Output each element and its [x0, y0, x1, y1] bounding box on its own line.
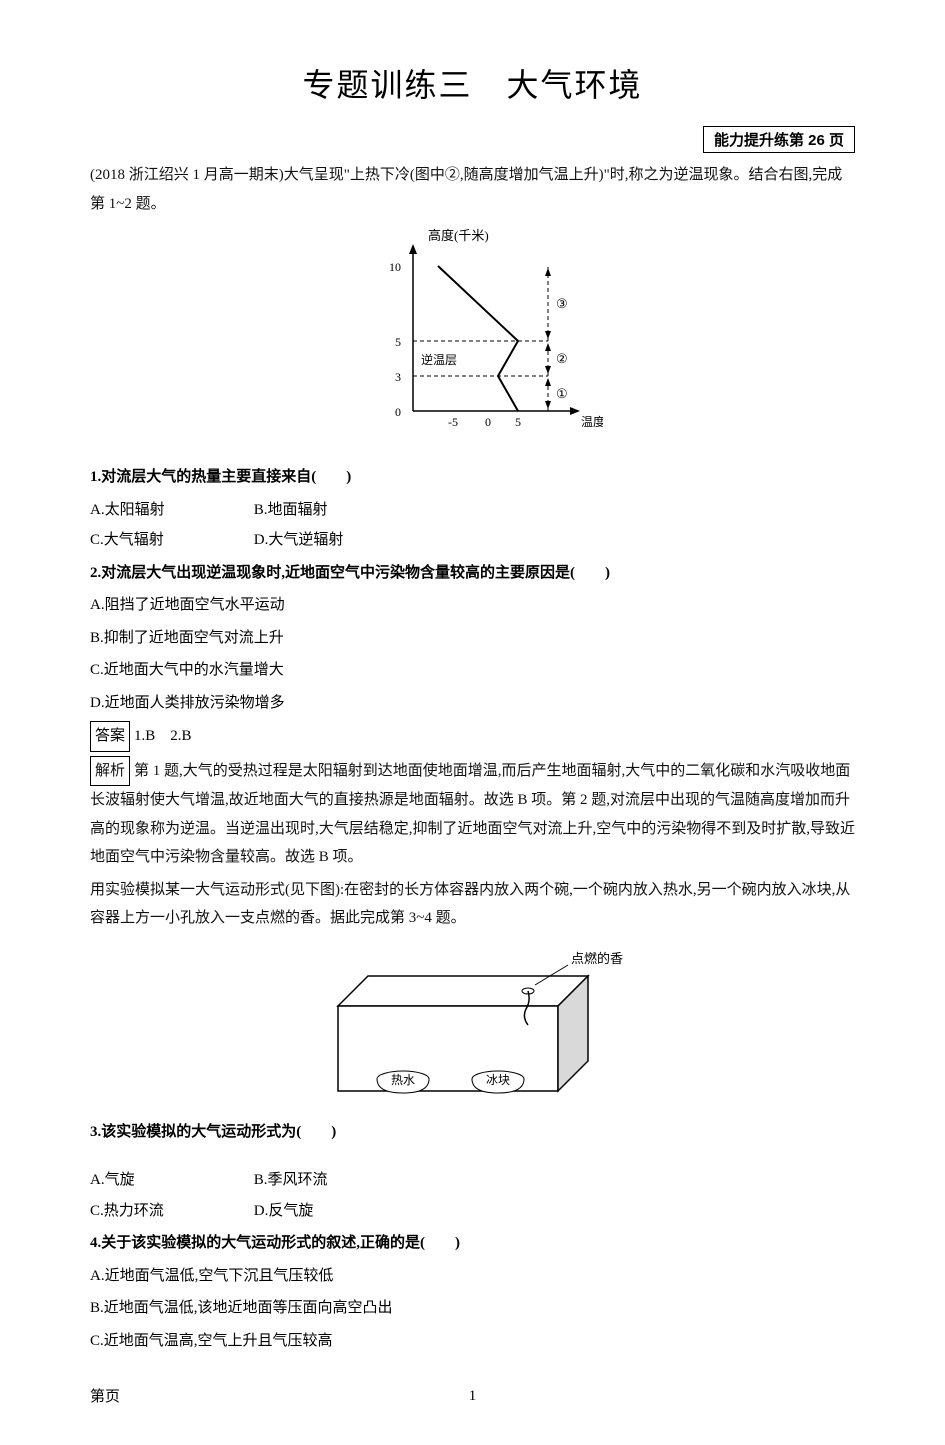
inversion-chart: 高度(千米) 0 3 5 10 -5 0 5 温度(°C) 逆温层 — [343, 226, 603, 446]
q3-opts-row2: C.热力环流 D.反气旋 — [90, 1197, 855, 1226]
banner-label: 能力提升练第 26 页 — [703, 126, 855, 153]
mark-2: ② — [556, 351, 568, 366]
q1-stem: 1.对流层大气的热量主要直接来自( ) — [90, 463, 855, 492]
q1-opt-a: A.太阳辐射 — [90, 496, 250, 525]
inversion-label: 逆温层 — [421, 352, 457, 367]
ice-label: 冰块 — [485, 1073, 509, 1087]
q1-opt-d: D.大气逆辐射 — [254, 526, 414, 555]
intro-2: 用实验模拟某一大气运动形式(见下图):在密封的长方体容器内放入两个碗,一个碗内放… — [90, 876, 855, 933]
ytick-3: 3 — [395, 370, 401, 384]
explain-12: 解析第 1 题,大气的受热过程是太阳辐射到达地面使地面增温,而后产生地面辐射,大… — [90, 756, 855, 872]
q3-opts-row1: A.气旋 B.季风环流 — [90, 1166, 855, 1195]
box-experiment: 点燃的香 热水 冰块 — [313, 941, 633, 1101]
figure-1: 高度(千米) 0 3 5 10 -5 0 5 温度(°C) 逆温层 — [90, 226, 855, 451]
page: 专题训练三 大气环境 能力提升练第 26 页 (2018 浙江绍兴 1 月高一期… — [0, 0, 945, 1445]
q2-opt-a: A.阻挡了近地面空气水平运动 — [90, 591, 855, 620]
q3-opt-d: D.反气旋 — [254, 1197, 414, 1226]
q4-stem: 4.关于该实验模拟的大气运动形式的叙述,正确的是( ) — [90, 1229, 855, 1258]
hot-label: 热水 — [390, 1073, 414, 1087]
q1-opts-row2: C.大气辐射 D.大气逆辐射 — [90, 526, 855, 555]
seg1-up — [545, 378, 551, 386]
q2-opt-c: C.近地面大气中的水汽量增大 — [90, 656, 855, 685]
answer-text: 1.B 2.B — [134, 728, 192, 744]
spacer — [90, 1150, 855, 1164]
q1-opt-b: B.地面辐射 — [254, 496, 414, 525]
seg2-down — [545, 366, 551, 374]
temp-profile-line — [438, 266, 518, 411]
seg3-up — [545, 268, 551, 276]
q1-opts-row1: A.太阳辐射 B.地面辐射 — [90, 496, 855, 525]
ytick-5: 5 — [395, 335, 401, 349]
explain-text: 第 1 题,大气的受热过程是太阳辐射到达地面使地面增温,而后产生地面辐射,大气中… — [90, 763, 855, 866]
seg1-down — [545, 401, 551, 409]
xtick-n5: -5 — [448, 415, 458, 429]
q3-opt-a: A.气旋 — [90, 1166, 250, 1195]
x-axis-arrow — [570, 407, 580, 415]
answer-label: 答案 — [90, 721, 130, 752]
mark-3: ③ — [556, 296, 568, 311]
q3-opt-c: C.热力环流 — [90, 1197, 250, 1226]
q4-opt-c: C.近地面气温高,空气上升且气压较高 — [90, 1327, 855, 1356]
page-title: 专题训练三 大气环境 — [90, 60, 855, 106]
xtick-0: 0 — [485, 415, 491, 429]
mark-1: ① — [556, 386, 568, 401]
q3-stem: 3.该实验模拟的大气运动形式为( ) — [90, 1118, 855, 1147]
q2-opt-d: D.近地面人类排放污染物增多 — [90, 689, 855, 718]
q4-opt-a: A.近地面气温低,空气下沉且气压较低 — [90, 1262, 855, 1291]
banner-row: 能力提升练第 26 页 — [90, 126, 855, 153]
q1-opt-c: C.大气辐射 — [90, 526, 250, 555]
box-top — [338, 976, 588, 1006]
footer-page-num: 1 — [90, 1388, 855, 1405]
q3-opt-b: B.季风环流 — [254, 1166, 414, 1195]
ytick-0: 0 — [395, 405, 401, 419]
incense-label: 点燃的香 — [571, 951, 623, 966]
ytick-10: 10 — [389, 260, 401, 274]
y-axis-label: 高度(千米) — [428, 228, 489, 243]
q2-opt-b: B.抑制了近地面空气对流上升 — [90, 624, 855, 653]
explain-label: 解析 — [90, 756, 130, 787]
q4-opt-b: B.近地面气温低,该地近地面等压面向高空凸出 — [90, 1294, 855, 1323]
y-axis-arrow — [409, 244, 417, 254]
seg2-up — [545, 343, 551, 351]
answer-12: 答案1.B 2.B — [90, 721, 855, 752]
figure-2: 点燃的香 热水 冰块 — [90, 941, 855, 1106]
seg3-down — [545, 331, 551, 339]
intro-1: (2018 浙江绍兴 1 月高一期末)大气呈现"上热下冷(图中②,随高度增加气温… — [90, 161, 855, 218]
q2-stem: 2.对流层大气出现逆温现象时,近地面空气中污染物含量较高的主要原因是( ) — [90, 559, 855, 588]
x-axis-label: 温度(°C) — [581, 414, 603, 429]
xtick-5: 5 — [515, 415, 521, 429]
